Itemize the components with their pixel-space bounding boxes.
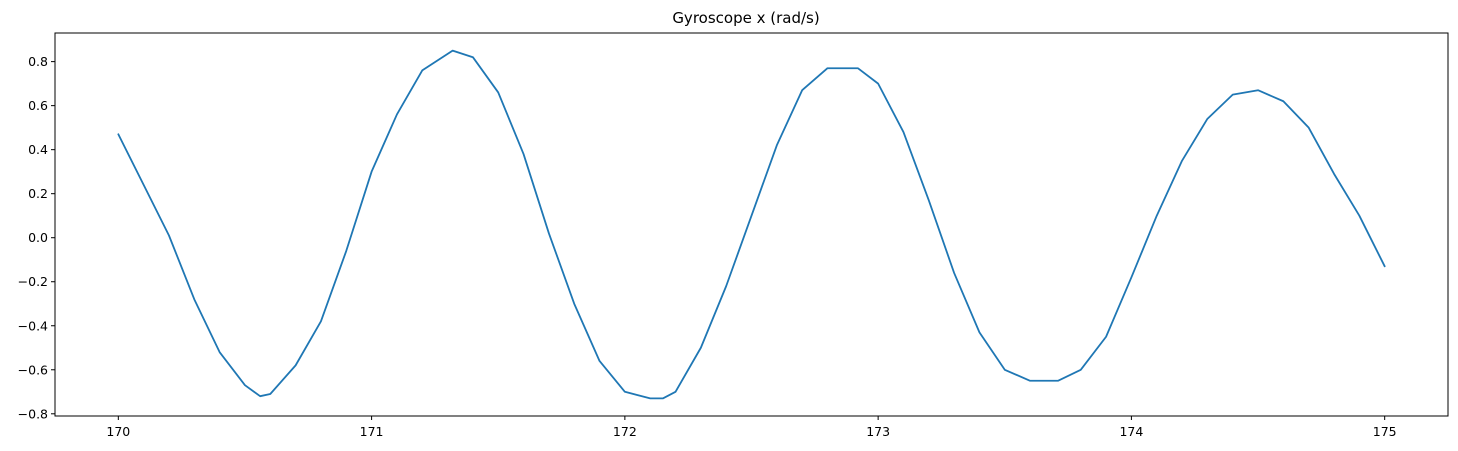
y-tick-label: 0.2 [28, 186, 48, 201]
plot-frame [54, 32, 1449, 417]
y-tick-label: −0.4 [18, 318, 48, 333]
y-tick-label: 0.6 [28, 98, 48, 113]
x-tick-label: 175 [1373, 424, 1397, 439]
y-tick-label: 0.4 [28, 142, 48, 157]
y-tick-label: −0.6 [18, 362, 48, 377]
y-tick-label: 0.0 [28, 230, 48, 245]
x-tick-label: 174 [1119, 424, 1143, 439]
series-line-0 [117, 49, 1386, 400]
y-tick-label: −0.2 [18, 274, 48, 289]
x-tick-label: 173 [866, 424, 890, 439]
x-tick-label: 170 [106, 424, 130, 439]
y-tick-label: 0.8 [28, 54, 48, 69]
x-tick-label: 171 [360, 424, 384, 439]
x-tick-label: 172 [613, 424, 637, 439]
y-tick-label: −0.8 [18, 406, 48, 421]
chart-title: Gyroscope x (rad/s) [672, 9, 819, 27]
